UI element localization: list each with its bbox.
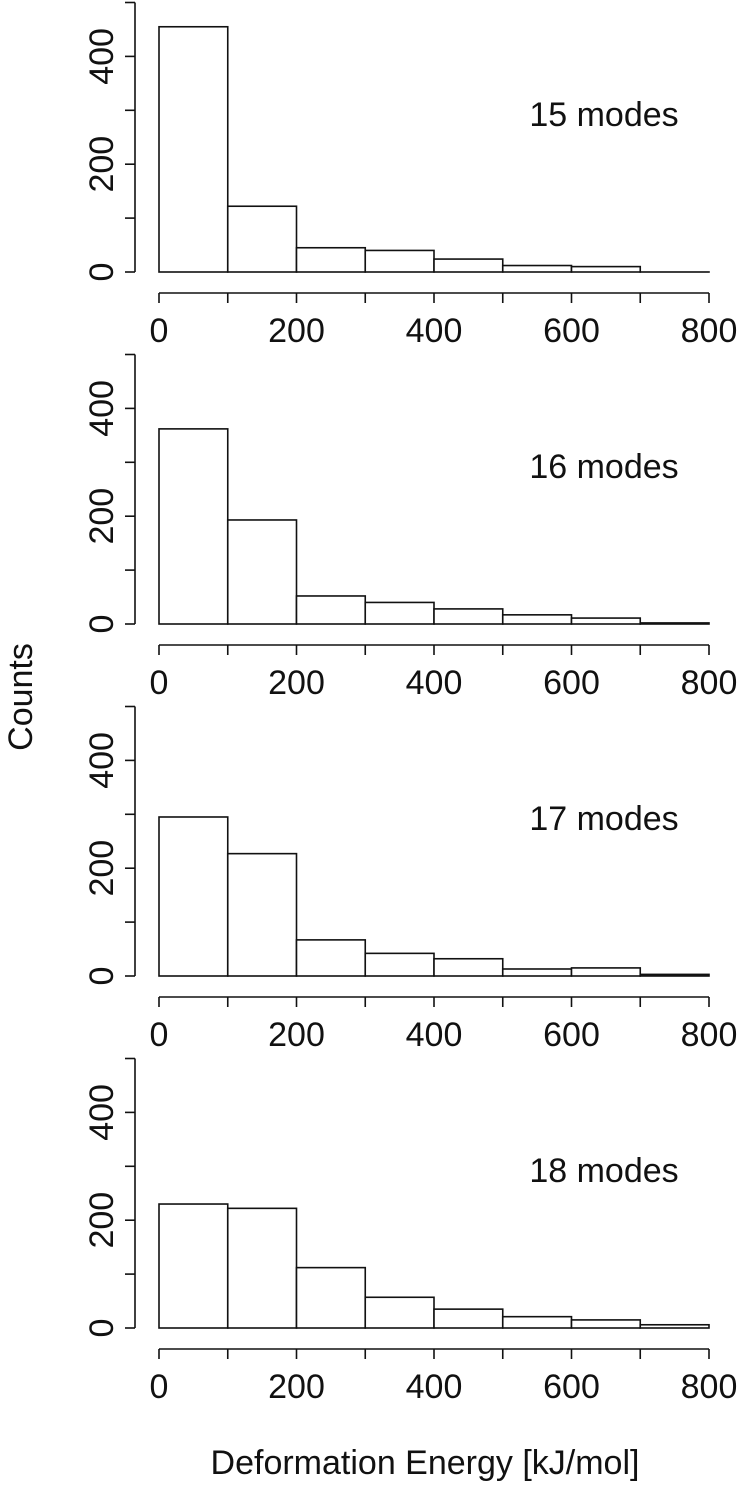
- histogram-bar: [158, 428, 229, 625]
- y-tick-label: 400: [83, 380, 121, 437]
- histogram-bar: [158, 1203, 229, 1329]
- histogram-bar: [433, 258, 504, 273]
- x-tick-label: 0: [150, 664, 169, 702]
- x-tick-label: 800: [681, 312, 738, 350]
- y-tick-label: 400: [83, 1084, 121, 1141]
- y-tick-label: 0: [83, 967, 121, 986]
- x-tick-label: 400: [406, 1016, 463, 1054]
- panel-annotation: 17 modes: [529, 800, 678, 838]
- histogram-bar: [226, 519, 298, 625]
- y-tick-label: 200: [83, 136, 121, 193]
- histogram-bar: [158, 25, 229, 273]
- histogram-bar: [158, 816, 229, 977]
- histogram-bar: [364, 1296, 435, 1329]
- x-tick-label: 0: [150, 312, 169, 350]
- histogram-bar: [639, 1323, 710, 1329]
- panel-annotation: 18 modes: [529, 1152, 678, 1190]
- y-tick-label: 400: [83, 28, 121, 85]
- histogram-bar: [433, 608, 504, 625]
- panel-annotation: 16 modes: [529, 448, 678, 486]
- histogram-bar: [364, 601, 435, 625]
- histogram-bar: [295, 939, 367, 977]
- x-tick-label: 800: [681, 664, 738, 702]
- x-axis-label: Deformation Energy [kJ/mol]: [211, 1444, 640, 1482]
- histogram-bar: [226, 205, 298, 273]
- histogram-bar: [295, 246, 367, 273]
- x-tick-label: 0: [150, 1016, 169, 1054]
- histogram-bar: [364, 952, 435, 977]
- x-tick-label: 600: [543, 312, 600, 350]
- histogram-bar: [570, 265, 642, 273]
- histogram-bar: [639, 622, 710, 625]
- histogram-bar: [501, 264, 573, 273]
- x-tick-label: 600: [543, 664, 600, 702]
- x-tick-label: 200: [268, 1368, 325, 1406]
- y-axis-label: Counts: [2, 643, 40, 751]
- x-tick-label: 200: [268, 1016, 325, 1054]
- histogram-bar: [364, 249, 435, 273]
- y-tick-label: 0: [83, 263, 121, 282]
- histogram-bar: [226, 852, 298, 977]
- histogram-bar: [226, 1207, 298, 1329]
- histogram-bar: [295, 1266, 367, 1329]
- x-tick-label: 400: [406, 664, 463, 702]
- histogram-bar: [433, 1308, 504, 1329]
- histogram-bar: [570, 967, 642, 977]
- panel-annotation: 15 modes: [529, 96, 678, 134]
- x-tick-label: 800: [681, 1368, 738, 1406]
- y-tick-label: 400: [83, 732, 121, 789]
- x-tick-label: 600: [543, 1016, 600, 1054]
- x-tick-label: 600: [543, 1368, 600, 1406]
- histogram-bar: [433, 957, 504, 977]
- x-tick-label: 400: [406, 312, 463, 350]
- y-tick-label: 0: [83, 1319, 121, 1338]
- x-tick-label: 200: [268, 312, 325, 350]
- y-tick-label: 200: [83, 840, 121, 897]
- histogram-bar: [639, 973, 710, 977]
- x-tick-label: 0: [150, 1368, 169, 1406]
- y-tick-label: 200: [83, 1192, 121, 1249]
- histogram-bar: [570, 1319, 642, 1329]
- histogram-bar: [295, 595, 367, 625]
- y-tick-label: 200: [83, 488, 121, 545]
- histogram-bar: [501, 968, 573, 977]
- histogram-bar: [570, 617, 642, 625]
- x-tick-label: 400: [406, 1368, 463, 1406]
- histogram-bar: [501, 614, 573, 625]
- x-tick-label: 200: [268, 664, 325, 702]
- x-tick-label: 800: [681, 1016, 738, 1054]
- histogram-bar: [501, 1315, 573, 1329]
- y-tick-label: 0: [83, 615, 121, 634]
